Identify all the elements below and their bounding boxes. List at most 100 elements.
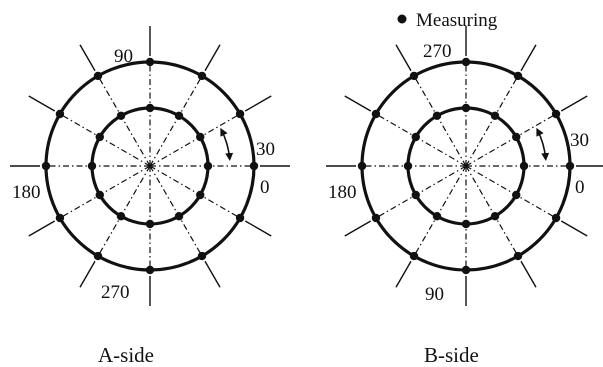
measuring-point <box>357 161 367 171</box>
angle-tick <box>395 44 412 72</box>
radial-line <box>375 165 467 219</box>
measuring-point <box>461 265 471 275</box>
measuring-point <box>461 57 471 67</box>
measuring-point <box>411 190 420 200</box>
measuring-point <box>565 161 575 171</box>
measuring-point <box>87 161 97 171</box>
measuring-point <box>249 161 259 171</box>
legend: Measuring <box>397 10 498 31</box>
angle-label-left: 180 <box>12 182 41 203</box>
center-point <box>463 163 469 169</box>
measuring-point <box>409 71 419 81</box>
b-side-diagram: 270 30 0 180 90 B-side <box>326 26 603 367</box>
measuring-point <box>95 190 104 200</box>
angle-tick <box>344 220 372 237</box>
legend-marker-dot <box>397 14 407 24</box>
angle-tick <box>560 95 588 112</box>
radial-line <box>465 165 519 257</box>
radial-line <box>97 75 151 167</box>
measuring-point <box>116 111 126 120</box>
radial-line <box>59 113 151 167</box>
measuring-point <box>203 161 213 171</box>
radial-line <box>149 165 241 219</box>
radial-line <box>465 165 557 219</box>
measuring-point <box>461 103 471 113</box>
angle-tick <box>79 260 96 288</box>
radial-line <box>413 165 467 257</box>
angle-label-right-upper: 30 <box>570 130 589 151</box>
a-side-diagram: 90 30 0 180 270 A-side <box>10 26 290 367</box>
radial-line <box>375 113 467 167</box>
measuring-point <box>403 161 413 171</box>
angle-label-top: 270 <box>423 41 452 62</box>
angle-tick <box>244 95 272 112</box>
center-point <box>147 163 153 169</box>
measuring-point <box>145 103 155 113</box>
angle-tick <box>520 44 537 72</box>
b-side-caption: B-side <box>424 343 479 367</box>
measuring-point <box>197 251 207 261</box>
measuring-point <box>551 213 561 223</box>
angle-tick <box>244 220 272 237</box>
measuring-point <box>145 219 155 229</box>
measuring-point <box>196 132 205 142</box>
angle-tick <box>204 44 221 72</box>
measuring-point <box>461 219 471 229</box>
measuring-point <box>41 161 51 171</box>
measuring-point <box>145 57 155 67</box>
measuring-point <box>235 109 245 119</box>
angle-arrow <box>536 127 550 162</box>
angle-label-left: 180 <box>328 182 357 203</box>
measuring-point <box>490 212 500 221</box>
measuring-point <box>513 71 523 81</box>
angle-tick <box>28 220 56 237</box>
measuring-point <box>409 251 419 261</box>
measuring-point <box>196 190 205 200</box>
measuring-point <box>371 213 381 223</box>
measuring-point <box>411 132 420 142</box>
angle-label-bottom: 270 <box>101 282 130 303</box>
measuring-point <box>551 109 561 119</box>
radial-line <box>97 165 151 257</box>
measuring-point <box>55 213 65 223</box>
angle-tick <box>520 260 537 288</box>
radial-line <box>59 165 151 219</box>
angle-label-bottom: 90 <box>425 284 444 305</box>
angle-tick <box>344 95 372 112</box>
angle-arrow <box>220 127 234 162</box>
angle-label-right: 0 <box>575 177 585 198</box>
radial-line <box>149 75 203 167</box>
diagram-geometry <box>10 26 290 306</box>
measuring-point <box>513 251 523 261</box>
angle-label-right: 0 <box>260 177 270 198</box>
measuring-point <box>432 111 442 120</box>
measuring-point <box>145 265 155 275</box>
angle-tick <box>204 260 221 288</box>
measuring-point <box>174 111 184 120</box>
radial-line <box>413 75 467 167</box>
measuring-point <box>197 71 207 81</box>
legend-measuring-label: Measuring <box>416 10 498 31</box>
measuring-point <box>235 213 245 223</box>
measuring-point <box>512 190 521 200</box>
measuring-point <box>371 109 381 119</box>
radial-line <box>149 165 203 257</box>
measuring-point <box>490 111 500 120</box>
angle-tick <box>79 44 96 72</box>
angle-label-right-upper: 30 <box>256 139 275 160</box>
measuring-point <box>116 212 126 221</box>
angle-tick <box>395 260 412 288</box>
angle-label-top: 90 <box>114 46 133 67</box>
measuring-point <box>55 109 65 119</box>
measuring-point <box>519 161 529 171</box>
diagram-geometry <box>326 26 603 306</box>
measuring-point <box>93 71 103 81</box>
angle-tick <box>560 220 588 237</box>
angle-tick <box>28 95 56 112</box>
radial-line <box>149 113 241 167</box>
a-side-caption: A-side <box>98 343 154 367</box>
measuring-point <box>174 212 184 221</box>
measuring-point <box>95 132 104 142</box>
radial-line <box>465 75 519 167</box>
